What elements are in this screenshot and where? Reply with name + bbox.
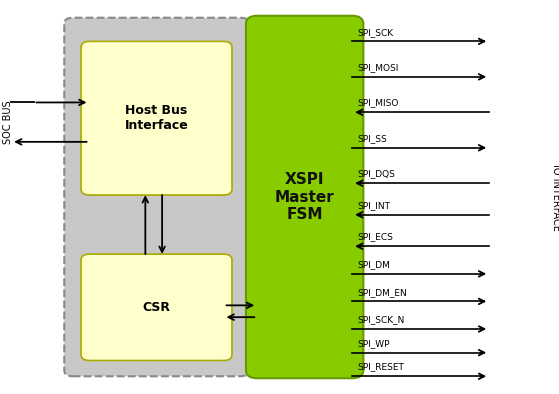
- FancyBboxPatch shape: [64, 18, 249, 376]
- Text: SPI_SCK: SPI_SCK: [358, 28, 394, 37]
- Text: SPI_MISO: SPI_MISO: [358, 98, 399, 108]
- FancyBboxPatch shape: [81, 254, 232, 361]
- FancyBboxPatch shape: [246, 16, 363, 378]
- Text: SOC BUS: SOC BUS: [3, 100, 13, 144]
- Text: SPI_RESET: SPI_RESET: [358, 362, 405, 372]
- Text: SPI_DM_EN: SPI_DM_EN: [358, 288, 408, 297]
- Text: SPI_WP: SPI_WP: [358, 339, 390, 348]
- Text: SPI_SS: SPI_SS: [358, 134, 387, 143]
- Text: XSPI
Master
FSM: XSPI Master FSM: [275, 172, 334, 222]
- Text: SPI_INT: SPI_INT: [358, 201, 391, 210]
- Text: Host Bus
Interface: Host Bus Interface: [125, 104, 188, 132]
- Text: CSR: CSR: [143, 301, 170, 314]
- Text: SPI_ECS: SPI_ECS: [358, 232, 394, 242]
- Text: SPI_DM: SPI_DM: [358, 260, 391, 269]
- Text: IO INTERFACE: IO INTERFACE: [551, 164, 559, 230]
- Text: SPI_MOSI: SPI_MOSI: [358, 63, 399, 72]
- Text: SPI_SCK_N: SPI_SCK_N: [358, 315, 405, 324]
- Text: SPI_DQS: SPI_DQS: [358, 169, 396, 178]
- FancyBboxPatch shape: [81, 41, 232, 195]
